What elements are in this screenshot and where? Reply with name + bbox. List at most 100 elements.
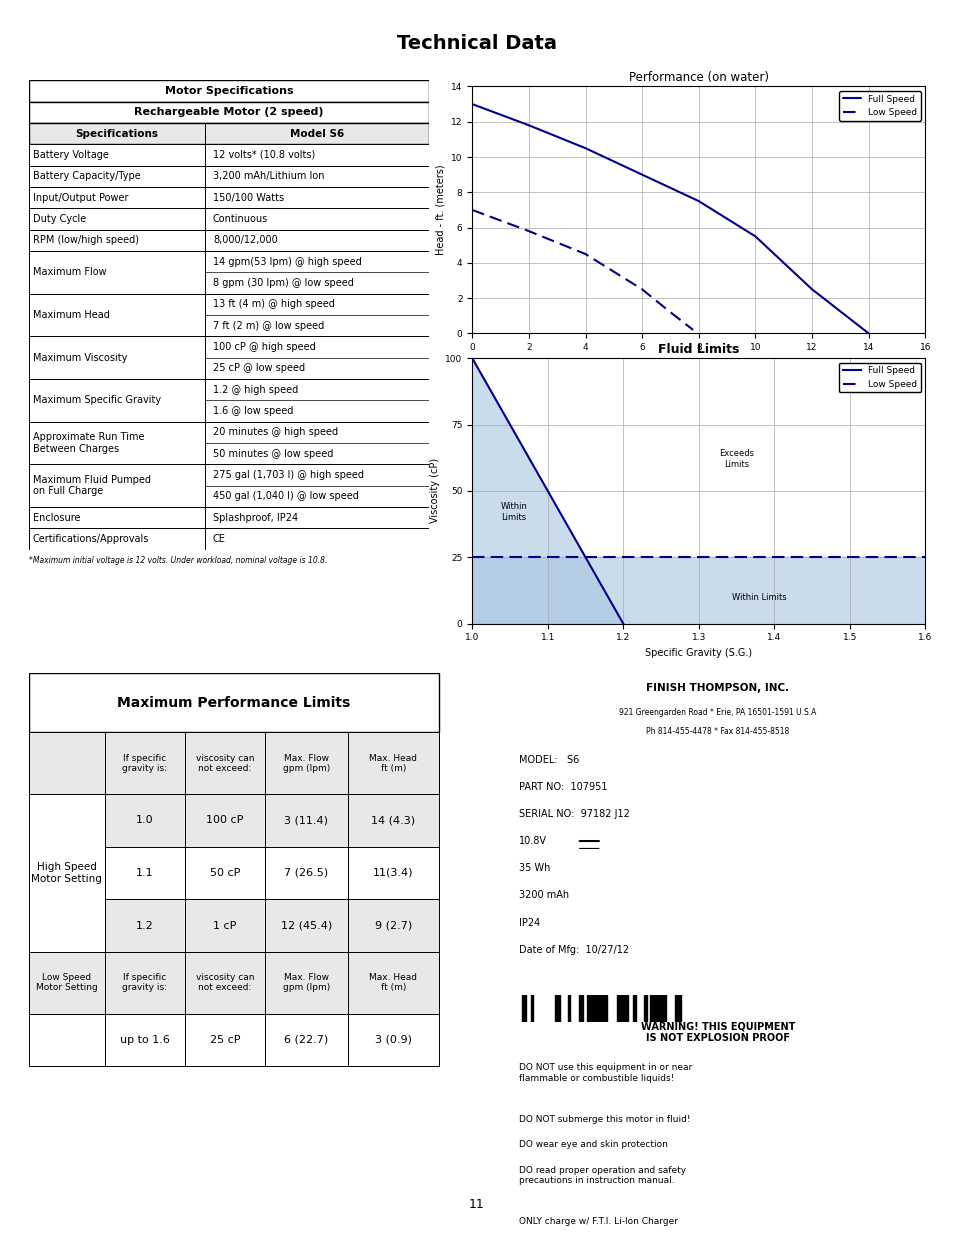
Bar — [29, 165, 429, 186]
Text: 3 (0.9): 3 (0.9) — [375, 1035, 412, 1045]
Text: 1.2 @ high speed: 1.2 @ high speed — [213, 384, 298, 395]
Text: *Maximum initial voltage is 12 volts. Under workload, nominal voltage is 10.8.: *Maximum initial voltage is 12 volts. Un… — [29, 556, 327, 564]
Low Speed — [579, 247, 591, 262]
Text: 20 minutes @ high speed: 20 minutes @ high speed — [213, 427, 337, 437]
Bar — [347, 899, 438, 952]
Bar — [265, 847, 347, 899]
Text: Maximum Fluid Pumped
on Full Charge: Maximum Fluid Pumped on Full Charge — [32, 474, 151, 496]
Title: Fluid Limits: Fluid Limits — [658, 342, 739, 356]
Text: 25 cP @ low speed: 25 cP @ low speed — [213, 363, 305, 373]
Text: Specifications: Specifications — [75, 128, 158, 138]
Text: 25 cP: 25 cP — [210, 1035, 240, 1045]
Low Speed — [664, 305, 676, 320]
Text: If specific
gravity is:: If specific gravity is: — [122, 753, 167, 773]
Bar — [29, 294, 429, 336]
Bar — [29, 421, 429, 464]
Text: FINISH THOMPSON, INC.: FINISH THOMPSON, INC. — [645, 683, 789, 693]
Line: Full Speed: Full Speed — [472, 104, 868, 333]
Polygon shape — [472, 358, 622, 624]
Polygon shape — [472, 557, 924, 624]
Full Speed — [522, 117, 534, 132]
Full Speed — [862, 326, 874, 341]
Bar — [29, 251, 429, 294]
Text: Ph 814-455-4478 * Fax 814-455-8518: Ph 814-455-4478 * Fax 814-455-8518 — [645, 727, 789, 736]
Text: Max. Flow
gpm (lpm): Max. Flow gpm (lpm) — [282, 753, 330, 773]
Text: DO wear eye and skin protection: DO wear eye and skin protection — [518, 1140, 667, 1150]
Text: 50 cP: 50 cP — [210, 868, 240, 878]
Text: 12 (45.4): 12 (45.4) — [280, 920, 332, 930]
Bar — [105, 847, 185, 899]
Text: Max. Flow
gpm (lpm): Max. Flow gpm (lpm) — [282, 973, 330, 993]
Bar — [185, 847, 265, 899]
Text: 11(3.4): 11(3.4) — [373, 868, 413, 878]
Text: Technical Data: Technical Data — [396, 33, 557, 53]
Text: Rechargeable Motor (2 speed): Rechargeable Motor (2 speed) — [134, 107, 323, 117]
Bar — [29, 230, 429, 251]
Text: 35 Wh: 35 Wh — [518, 863, 550, 873]
Bar — [29, 144, 429, 165]
Text: Maximum Specific Gravity: Maximum Specific Gravity — [32, 395, 161, 405]
Bar — [105, 899, 185, 952]
Legend: Full Speed, Low Speed: Full Speed, Low Speed — [839, 91, 920, 121]
Text: 275 gal (1,703 l) @ high speed: 275 gal (1,703 l) @ high speed — [213, 469, 363, 480]
Bar — [29, 529, 429, 550]
Text: 100 cP @ high speed: 100 cP @ high speed — [213, 342, 315, 352]
Text: Enclosure: Enclosure — [32, 513, 80, 522]
Full Speed — [805, 282, 817, 296]
Y-axis label: Viscosity (cP): Viscosity (cP) — [429, 458, 439, 524]
Text: 3,200 mAh/Lithium Ion: 3,200 mAh/Lithium Ion — [213, 172, 324, 182]
Text: MODEL:   S6: MODEL: S6 — [518, 755, 578, 764]
Bar — [29, 124, 429, 144]
Text: 1.2: 1.2 — [135, 920, 153, 930]
Bar — [29, 506, 429, 529]
Text: 1 cP: 1 cP — [213, 920, 236, 930]
Text: 450 gal (1,040 l) @ low speed: 450 gal (1,040 l) @ low speed — [213, 492, 358, 501]
Text: Within Limits: Within Limits — [731, 593, 785, 601]
Text: Max. Head
ft (m): Max. Head ft (m) — [369, 753, 416, 773]
Text: 1.0: 1.0 — [135, 815, 153, 825]
Text: Maximum Head: Maximum Head — [32, 310, 110, 320]
Title: Performance (on water): Performance (on water) — [628, 70, 768, 84]
Text: DO read proper operation and safety
precautions in instruction manual.: DO read proper operation and safety prec… — [518, 1166, 685, 1186]
Text: Maximum Flow: Maximum Flow — [32, 267, 106, 278]
Text: Date of Mfg:  10/27/12: Date of Mfg: 10/27/12 — [518, 945, 628, 955]
Bar — [347, 847, 438, 899]
Bar — [105, 794, 185, 847]
Bar — [29, 209, 429, 230]
Text: 13 ft (4 m) @ high speed: 13 ft (4 m) @ high speed — [213, 299, 335, 309]
Full Speed — [749, 228, 760, 243]
Text: 9 (2.7): 9 (2.7) — [375, 920, 412, 930]
Text: Model S6: Model S6 — [290, 128, 344, 138]
Bar — [29, 464, 429, 506]
Low Speed — [636, 282, 647, 296]
Text: IP24: IP24 — [518, 918, 539, 927]
Bar — [265, 899, 347, 952]
Low Speed — [466, 203, 477, 217]
Text: DO NOT use this equipment in or near
flammable or combustible liquids!: DO NOT use this equipment in or near fla… — [518, 1063, 691, 1083]
Text: up to 1.6: up to 1.6 — [120, 1035, 170, 1045]
Bar — [265, 1014, 347, 1066]
Bar — [29, 673, 438, 732]
Text: Maximum Performance Limits: Maximum Performance Limits — [117, 695, 350, 710]
Text: Maximum Viscosity: Maximum Viscosity — [32, 352, 127, 363]
Text: SERIAL NO:  97182 J12: SERIAL NO: 97182 J12 — [518, 809, 629, 819]
Text: 100 cP: 100 cP — [206, 815, 243, 825]
Text: 921 Greengarden Road * Erie, PA 16501-1591 U.S.A: 921 Greengarden Road * Erie, PA 16501-15… — [618, 708, 816, 716]
Text: 10.8V: 10.8V — [518, 836, 546, 846]
X-axis label: Flow - gpm (lpm): Flow - gpm (lpm) — [657, 358, 740, 368]
Text: viscosity can
not exceed:: viscosity can not exceed: — [195, 973, 254, 993]
Text: 12 volts* (10.8 volts): 12 volts* (10.8 volts) — [213, 149, 314, 161]
Bar — [265, 794, 347, 847]
Text: Approximate Run Time
Between Charges: Approximate Run Time Between Charges — [32, 432, 144, 453]
Text: 11: 11 — [469, 1198, 484, 1210]
Bar — [347, 794, 438, 847]
Text: Certifications/Approvals: Certifications/Approvals — [32, 534, 149, 543]
Text: 150/100 Watts: 150/100 Watts — [213, 193, 284, 203]
Text: 6 (22.7): 6 (22.7) — [284, 1035, 328, 1045]
Text: High Speed
Motor Setting: High Speed Motor Setting — [31, 862, 102, 884]
Text: 3 (11.4): 3 (11.4) — [284, 815, 328, 825]
Text: Battery Voltage: Battery Voltage — [32, 149, 109, 161]
Text: 3200 mAh: 3200 mAh — [518, 890, 568, 900]
Text: 7 ft (2 m) @ low speed: 7 ft (2 m) @ low speed — [213, 321, 324, 331]
Text: 14 (4.3): 14 (4.3) — [371, 815, 415, 825]
